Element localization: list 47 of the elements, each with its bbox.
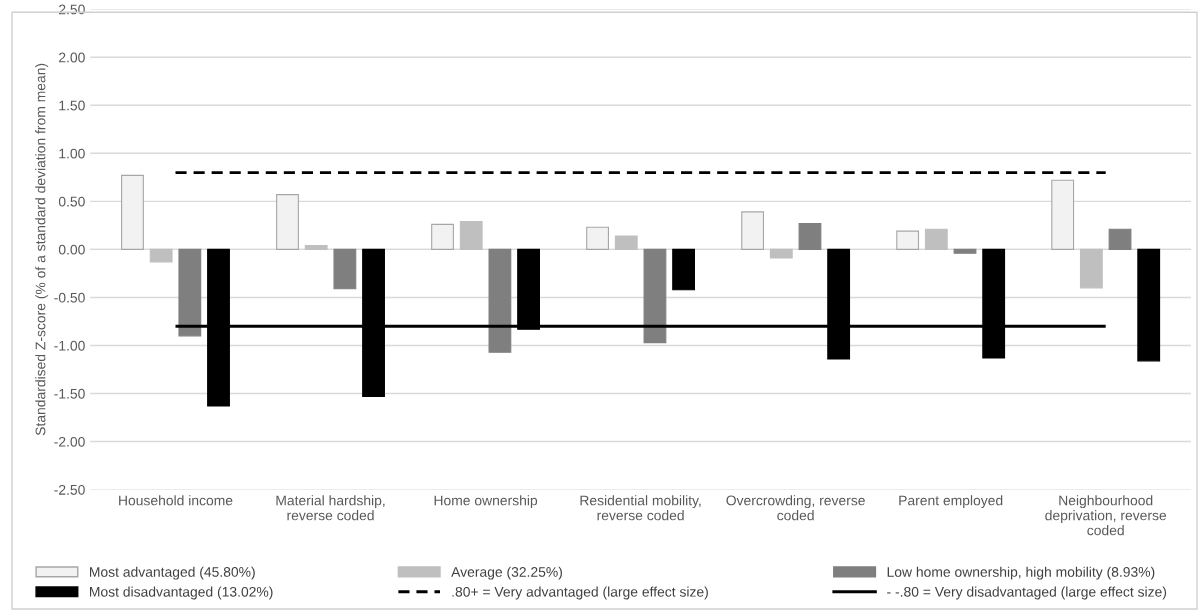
legend-label: Most advantaged (45.80%) xyxy=(90,566,255,580)
x-tick-label: Neighbourhood deprivation, reverse coded xyxy=(1045,495,1167,536)
bar xyxy=(769,248,793,259)
y-tick-label: -2.50 xyxy=(54,484,85,495)
legend-label: Low home ownership, high mobility (8.93%) xyxy=(887,566,1155,580)
y-tick-label: -1.50 xyxy=(54,388,85,399)
bar xyxy=(1108,228,1132,250)
bar xyxy=(586,226,609,250)
bar xyxy=(672,248,696,291)
bar xyxy=(149,248,173,263)
y-tick-label: 1.00 xyxy=(59,148,85,159)
bar xyxy=(178,248,202,337)
bar xyxy=(431,223,454,250)
bar xyxy=(1079,248,1103,289)
y-tick-label: 1.50 xyxy=(59,100,85,111)
bar xyxy=(333,248,357,290)
y-tick-label: 2.00 xyxy=(59,52,85,63)
bar xyxy=(924,228,948,250)
y-tick-label: -2.00 xyxy=(54,436,85,447)
bar xyxy=(1051,179,1075,250)
legend-label: Average (32.25%) xyxy=(451,566,562,580)
y-tick-label: -1.00 xyxy=(54,340,85,351)
bar xyxy=(304,244,328,250)
bar xyxy=(741,211,765,250)
legend-label: - -.80 = Very disadvantaged (large effect size) xyxy=(887,586,1167,600)
bar xyxy=(896,230,920,250)
legend-label: Most disadvantaged (13.02%) xyxy=(90,586,273,600)
x-tick-label: Residential mobility, reverse coded xyxy=(580,495,701,521)
y-tick-label: 0.50 xyxy=(58,196,85,207)
y-tick-label: -0.50 xyxy=(54,292,85,303)
bar xyxy=(614,235,638,250)
legend-label: .80+ = Very advantaged (large effect size) xyxy=(452,586,708,600)
x-tick-label: Parent employed xyxy=(899,495,1003,509)
x-tick-label: Material hardship, reverse coded xyxy=(276,495,385,521)
bar xyxy=(643,248,667,344)
bar xyxy=(488,248,512,353)
x-tick-label: Household income xyxy=(119,495,233,506)
bar xyxy=(1137,248,1161,362)
y-tick-label: 0.00 xyxy=(58,244,85,255)
x-tick-label: Home ownership xyxy=(434,495,538,509)
bar xyxy=(459,220,483,250)
bar xyxy=(276,194,299,250)
y-axis-title: Standardised Z-score (% of a standard deviation from mean) xyxy=(35,63,49,436)
bar xyxy=(798,222,822,250)
bar xyxy=(953,248,977,254)
bar xyxy=(121,174,144,250)
x-tick-label: Overcrowding, reverse coded xyxy=(726,495,865,521)
